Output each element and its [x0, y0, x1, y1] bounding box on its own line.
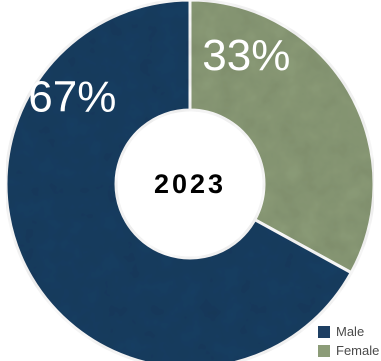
donut-slices	[4, 0, 376, 361]
legend-item-male: Male	[318, 322, 379, 341]
legend: Male Female	[318, 322, 379, 360]
center-label: 2023	[154, 169, 226, 199]
legend-swatch-male	[318, 325, 330, 338]
legend-item-female: Female	[318, 341, 379, 360]
slice-label-female: 33%	[202, 31, 290, 80]
legend-swatch-female	[318, 344, 330, 357]
legend-label-female: Female	[336, 343, 380, 358]
legend-label-male: Male	[336, 324, 365, 339]
slice-label-male: 67%	[28, 73, 116, 122]
slice-male	[4, 0, 354, 361]
slice-female	[188, 0, 376, 275]
slice-labels: 33% 67%	[28, 31, 290, 122]
